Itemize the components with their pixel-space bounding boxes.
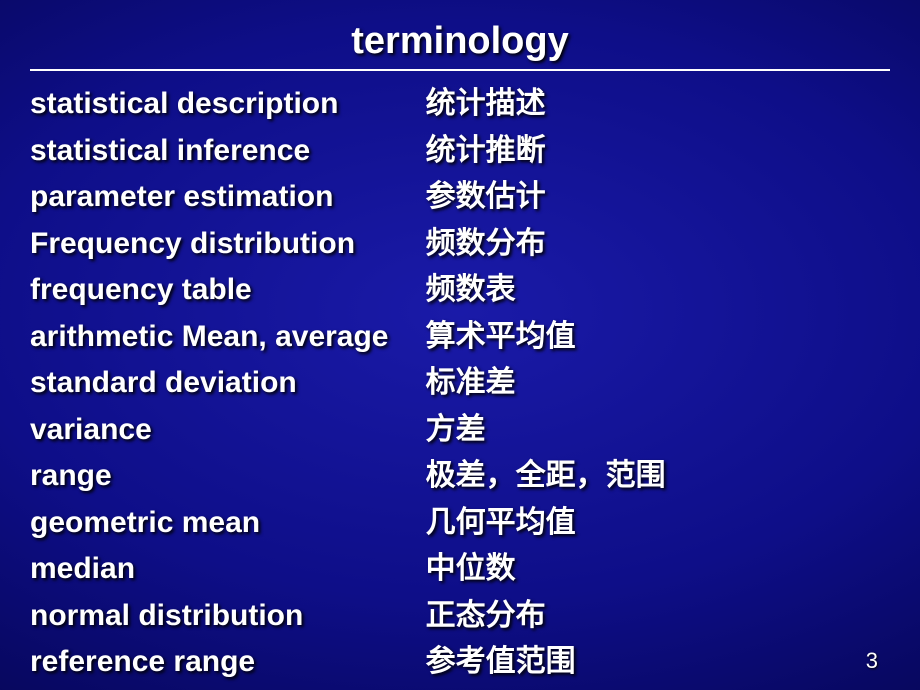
table-row: median 中位数	[30, 546, 890, 593]
term-en: median	[30, 546, 426, 593]
term-cn: 频数分布	[426, 221, 890, 268]
term-cn: 正态分布	[426, 593, 890, 640]
term-en: normal distribution	[30, 593, 426, 640]
term-cn: 几何平均值	[426, 500, 890, 547]
table-row: geometric mean 几何平均值	[30, 500, 890, 547]
term-en: range	[30, 453, 426, 500]
top-rule	[30, 69, 890, 71]
table-row: parameter estimation 参数估计	[30, 174, 890, 221]
term-en: statistical description	[30, 81, 426, 128]
term-en: reference range	[30, 639, 426, 686]
table-row: statistical inference 统计推断	[30, 128, 890, 175]
term-en: frequency table	[30, 267, 426, 314]
table-row: frequency table 频数表	[30, 267, 890, 314]
term-cn: 算术平均值	[426, 314, 890, 361]
table-row: arithmetic Mean, average 算术平均值	[30, 314, 890, 361]
slide-title: terminology	[30, 20, 890, 63]
term-cn: 参数估计	[426, 174, 890, 221]
terminology-table: statistical description 统计描述 statistical…	[30, 81, 890, 686]
term-en: geometric mean	[30, 500, 426, 547]
page-number: 3	[866, 648, 878, 674]
table-row: Frequency distribution 频数分布	[30, 221, 890, 268]
table-row: variance 方差	[30, 407, 890, 454]
term-en: standard deviation	[30, 360, 426, 407]
term-en: parameter estimation	[30, 174, 426, 221]
table-row: range 极差，全距，范围	[30, 453, 890, 500]
term-en: statistical inference	[30, 128, 426, 175]
term-en: variance	[30, 407, 426, 454]
term-cn: 统计描述	[426, 81, 890, 128]
term-cn: 方差	[426, 407, 890, 454]
term-cn: 中位数	[426, 546, 890, 593]
term-cn: 极差，全距，范围	[426, 453, 890, 500]
term-en: Frequency distribution	[30, 221, 426, 268]
term-cn: 参考值范围	[426, 639, 890, 686]
term-cn: 频数表	[426, 267, 890, 314]
table-row: normal distribution 正态分布	[30, 593, 890, 640]
term-en: arithmetic Mean, average	[30, 314, 426, 361]
slide: terminology statistical description 统计描述…	[0, 0, 920, 690]
table-row: standard deviation 标准差	[30, 360, 890, 407]
terminology-table-body: statistical description 统计描述 statistical…	[30, 81, 890, 686]
table-row: statistical description 统计描述	[30, 81, 890, 128]
term-cn: 标准差	[426, 360, 890, 407]
term-cn: 统计推断	[426, 128, 890, 175]
table-row: reference range 参考值范围	[30, 639, 890, 686]
